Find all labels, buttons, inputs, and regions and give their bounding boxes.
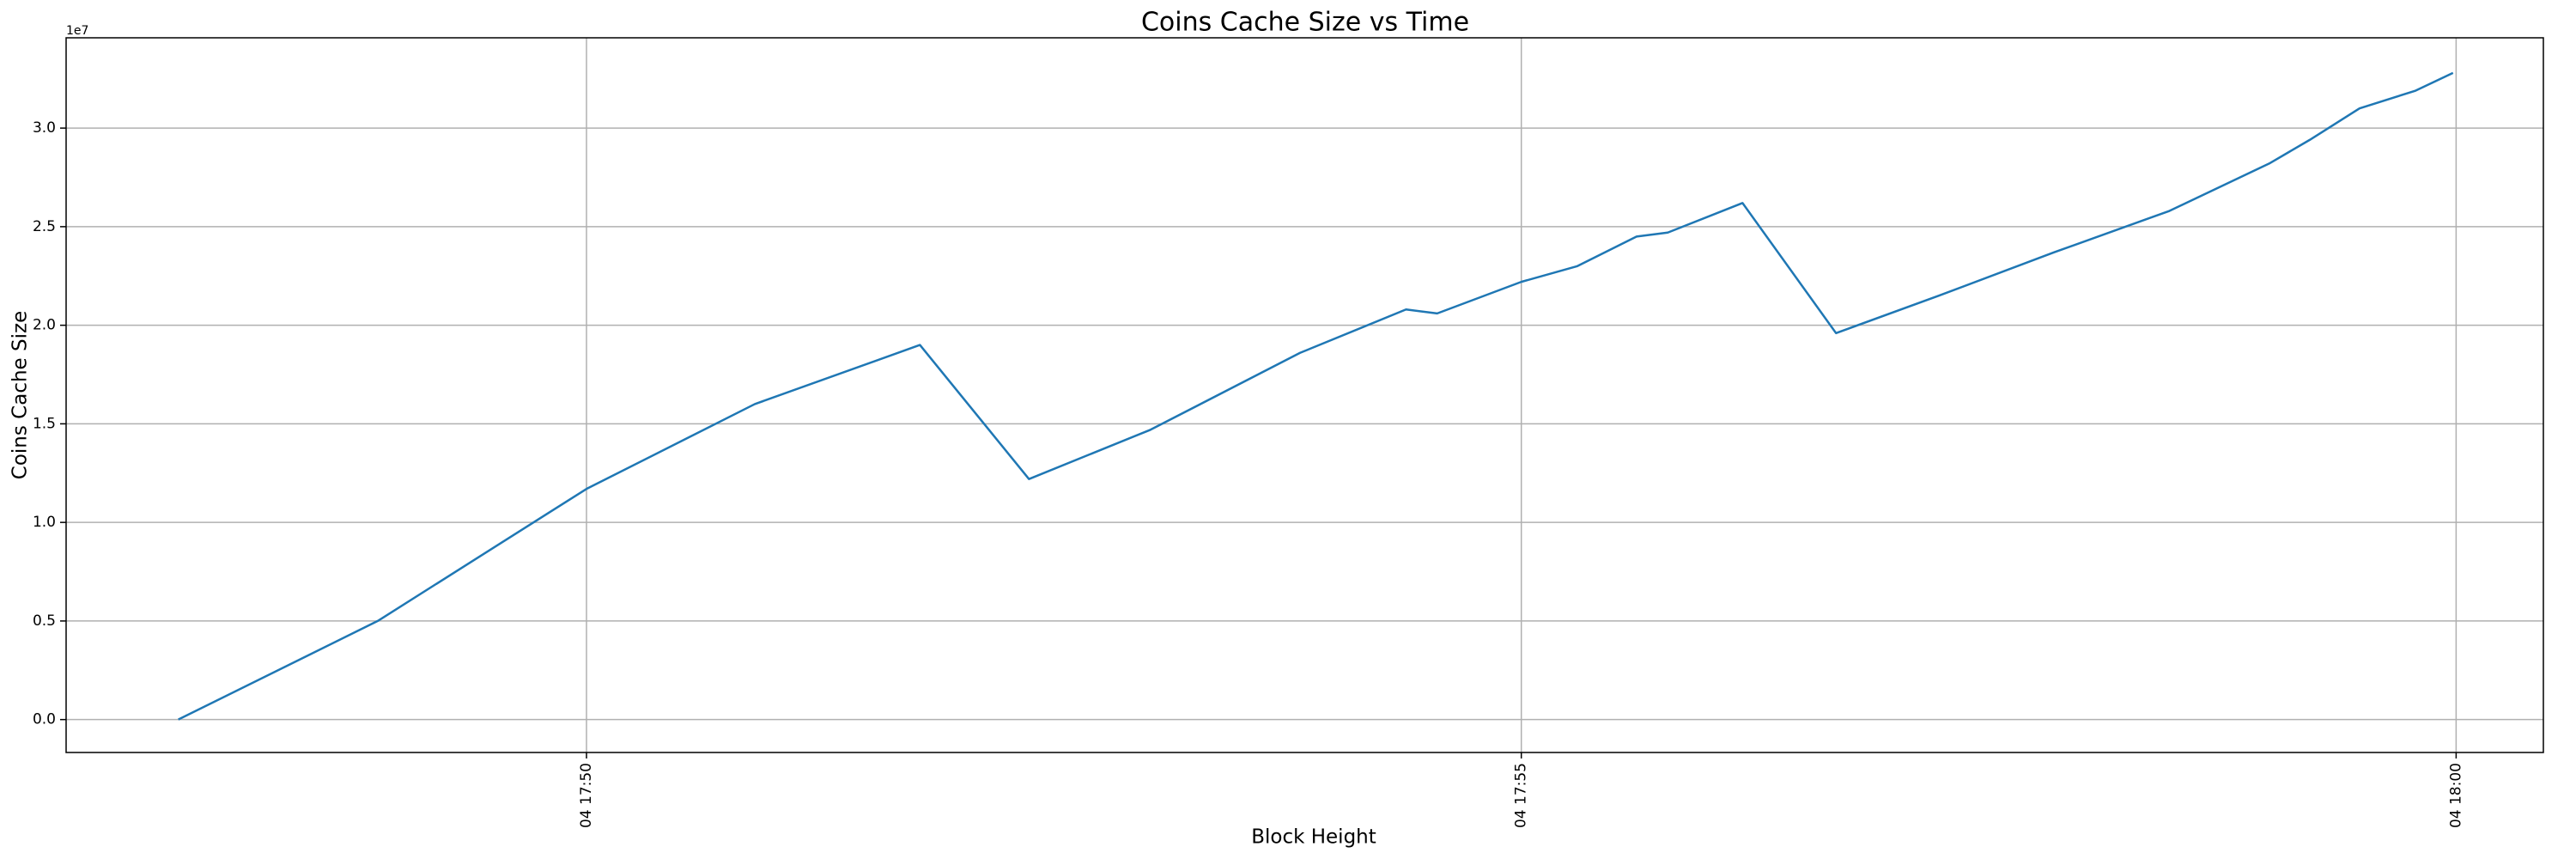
plot-frame — [65, 37, 2544, 753]
data-line — [178, 71, 2454, 721]
x-tick-label: 04 17:50 — [578, 763, 595, 828]
x-axis-label: Block Height — [1251, 826, 1376, 849]
y-tick-label: 1.5 — [33, 415, 56, 432]
y-axis-label: Coins Cache Size — [9, 311, 32, 479]
y-tick-label: 1.0 — [33, 514, 56, 531]
y-tick-label: 0.5 — [33, 612, 56, 630]
y-tick-label: 0.0 — [33, 711, 56, 728]
chart-title: Coins Cache Size vs Time — [1141, 8, 1469, 38]
x-tick-label: 04 18:00 — [2447, 763, 2464, 828]
y-tick-label: 3.0 — [33, 119, 56, 137]
x-tick-label: 04 17:55 — [1513, 763, 1530, 828]
y-tick-label: 2.5 — [33, 218, 56, 235]
y-tick-label: 2.0 — [33, 317, 56, 334]
y-offset-label: 1e7 — [66, 24, 88, 38]
